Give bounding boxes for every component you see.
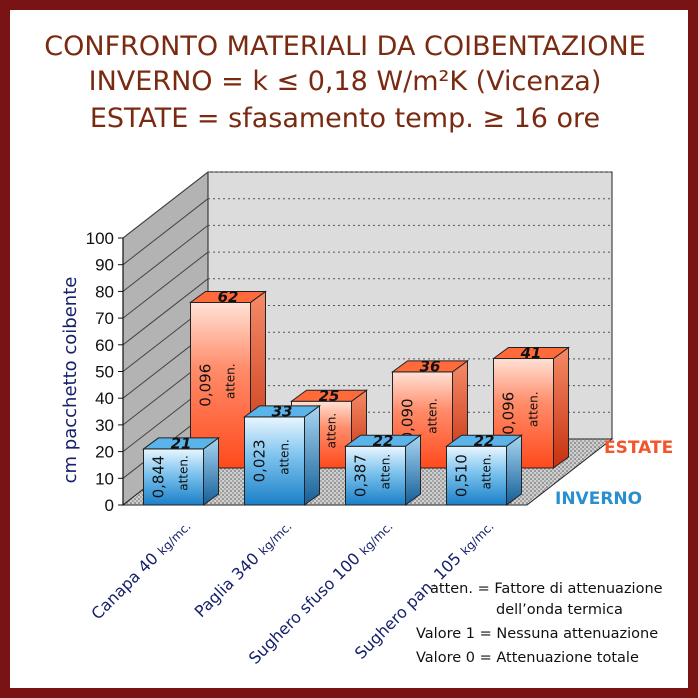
bar-attenuation-tag: atten. (325, 413, 339, 449)
bar-side (553, 346, 569, 469)
series-label-inverno: INVERNO (555, 489, 642, 509)
bar-front (345, 445, 406, 506)
y-tick-label: 70 (95, 309, 114, 328)
bar-front (446, 445, 507, 506)
bars: 620,096atten.250,085atten.360,090atten.4… (141, 288, 571, 506)
x-category-name: Paglia 340 (191, 545, 267, 621)
bar-attenuation-tag: atten. (426, 398, 440, 434)
bar-side (304, 404, 320, 506)
bar-top (188, 290, 268, 303)
bar-attenuation-tag: atten. (278, 439, 292, 475)
y-tick-label: 50 (95, 363, 114, 382)
x-category-unit: kg/mc. (256, 519, 295, 558)
bar-side (203, 436, 219, 506)
bar-value-label: 21 (171, 434, 192, 452)
bar-attenuation-value: 0,387 (352, 454, 370, 497)
bar-top (242, 405, 322, 418)
bar-top (491, 347, 571, 360)
gridline-side (122, 225, 209, 292)
bar-value-label: 36 (420, 357, 441, 375)
y-axis: 0 10 20 30 40 50 60 70 80 90 100 (86, 229, 124, 515)
gridline-side (122, 251, 209, 319)
bar-value-label: 33 (272, 402, 293, 420)
chart-title-line-3: ESTATE = sfasamento temp. ≥ 16 ore (90, 103, 600, 134)
bar-front (143, 448, 204, 506)
bar-value-label: 22 (474, 432, 495, 450)
bar-inverno: 220,387 atten. (343, 432, 423, 506)
chart-title-line-1: CONFRONTO MATERIALI DA COIBENTAZIONE (44, 31, 645, 62)
legend-line-3: Valore 1 = Nessuna attenuazione (416, 626, 658, 642)
y-tick-label: 90 (95, 256, 114, 275)
bar-top (390, 360, 470, 373)
bar-attenuation-value: 0,096 (500, 392, 518, 435)
y-tick-label: 40 (95, 389, 114, 408)
bar-side (506, 434, 522, 506)
legend-line-2: dell’onda termica (496, 602, 623, 618)
y-tick-label: 100 (86, 229, 114, 248)
y-tick-label: 60 (95, 336, 114, 355)
chart-frame: CONFRONTO MATERIALI DA COIBENTAZIONE INV… (10, 10, 688, 688)
bar-side (405, 434, 421, 506)
bar-value-label: 62 (218, 288, 239, 306)
bar-inverno: 220,510 atten. (444, 432, 524, 506)
y-tick-label: 20 (95, 443, 114, 462)
gridline-side (122, 278, 209, 346)
chart-title: CONFRONTO MATERIALI DA COIBENTAZIONE INV… (44, 31, 645, 134)
y-tick-label: 80 (95, 282, 114, 301)
bar-attenuation-value: 0,090 (399, 398, 417, 441)
bar-attenuation-tag: atten. (379, 454, 393, 490)
bar-value-label: 41 (520, 344, 542, 362)
bar-value-label: 22 (373, 432, 394, 450)
bar-attenuation-tag: atten. (177, 455, 191, 491)
y-axis-label: cm pacchetto coibente (60, 277, 81, 484)
legend-line-4: Valore 0 = Attenuazione totale (416, 650, 639, 666)
bar-inverno: 33 0,023 atten. (242, 402, 322, 506)
bar-inverno: 210,844 atten. (141, 434, 221, 506)
bar-estate: 36 0,090 atten. (390, 357, 470, 469)
chart-title-line-2: INVERNO = k ≤ 0,18 W/m²K (Vicenza) (89, 66, 602, 97)
bar-top (141, 437, 221, 450)
bar-front (244, 416, 305, 506)
x-category-name: Sughero sfuso 100 (245, 545, 368, 668)
bar-top (289, 389, 369, 402)
bar-attenuation-tag: atten. (224, 363, 238, 399)
x-category-unit: kg/mc. (357, 519, 396, 558)
bar-attenuation-tag: atten. (480, 454, 494, 490)
bar-value-label: 25 (319, 387, 340, 405)
x-category-name: Canapa 40 (87, 545, 165, 623)
bar-attenuation-value: 0,510 (453, 454, 471, 497)
bar-attenuation-value: 0,844 (150, 455, 168, 498)
gridline-side (122, 171, 209, 239)
y-tick-label: 10 (95, 469, 114, 488)
bar-attenuation-value: 0,096 (197, 364, 215, 407)
x-category-name: Sughero pan. 105 (351, 545, 469, 663)
legend-line-1: atten. = Fattore di attenuazione (430, 581, 663, 597)
series-label-estate: ESTATE (604, 438, 673, 458)
y-tick-label: 0 (105, 496, 114, 515)
x-category-unit: kg/mc. (155, 519, 194, 558)
bar-attenuation-tag: atten. (527, 391, 541, 427)
legend-note: atten. = Fattore di attenuazione dell’on… (416, 581, 663, 666)
bar-top (343, 434, 423, 447)
bar-top (444, 434, 524, 447)
x-category-label: Paglia 340 kg/mc. (191, 516, 296, 621)
chart: CONFRONTO MATERIALI DA COIBENTAZIONE INV… (44, 31, 673, 668)
y-tick-label: 30 (95, 416, 114, 435)
bar-attenuation-value: 0,023 (251, 439, 269, 482)
gridline-side (122, 198, 209, 266)
x-category-unit: kg/mc. (458, 519, 497, 558)
x-category-label: Canapa 40 kg/mc. (87, 516, 194, 623)
